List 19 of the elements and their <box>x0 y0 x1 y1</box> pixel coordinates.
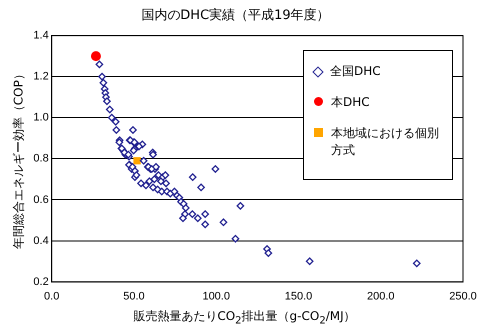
x-tick-label: 150.0 <box>284 290 312 302</box>
chart-title: 国内のDHC実績（平成19年度） <box>141 7 330 24</box>
x-tick-label: 200.0 <box>366 290 395 302</box>
y-tick-label: 1.4 <box>33 30 49 42</box>
y-tick-label: 0.2 <box>33 276 49 288</box>
x-axis-title: 販売熱量あたりCO$_{2}$排出量（g-CO$_{2}$/MJ） <box>132 308 357 326</box>
y-tick-label: 0.4 <box>33 234 49 247</box>
legend-label: 全国DHC <box>330 62 381 80</box>
x-tick-label: 0.0 <box>44 290 60 302</box>
legend-label: 本地域における個別方式 <box>331 124 440 159</box>
y-tick-label: 0.8 <box>33 152 49 165</box>
y-tick-label: 1.0 <box>33 112 49 124</box>
y-tick-label: 0.6 <box>33 194 49 206</box>
x-tick-label: 50.0 <box>123 290 145 302</box>
x-tick-label: 100.0 <box>202 290 230 302</box>
y-axis-title: 年間総合エネルギー効率（COP） <box>11 68 26 250</box>
x-tick-label: 250.0 <box>449 290 477 302</box>
legend-label: 本DHC <box>331 94 370 111</box>
y-tick-label: 1.2 <box>33 70 49 83</box>
